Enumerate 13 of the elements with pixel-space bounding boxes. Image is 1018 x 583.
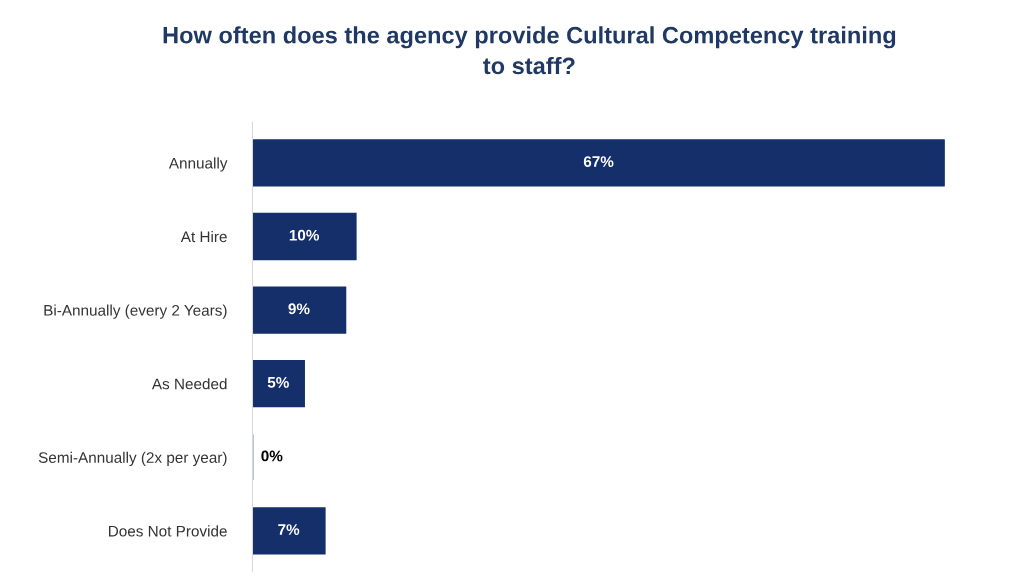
chart-title: How often does the agency provide Cultural Competency training to staff? [163, 26, 896, 75]
y-tick-label: Semi-Annually (2x per year) [38, 451, 227, 466]
y-tick-label: Bi-Annually (every 2 Years) [44, 304, 227, 319]
data-label: 5% [267, 377, 289, 388]
data-label: 67% [583, 156, 614, 168]
y-tick-label: As Needed [151, 378, 227, 390]
data-label: 0% [261, 450, 283, 462]
data-label: 10% [289, 229, 320, 241]
y-tick-label: Annually [168, 157, 228, 172]
data-label: 9% [288, 303, 310, 315]
data-label: 7% [278, 524, 300, 535]
y-tick-label: At Hire [180, 230, 227, 243]
y-tick-label: Does Not Provide [108, 525, 227, 537]
